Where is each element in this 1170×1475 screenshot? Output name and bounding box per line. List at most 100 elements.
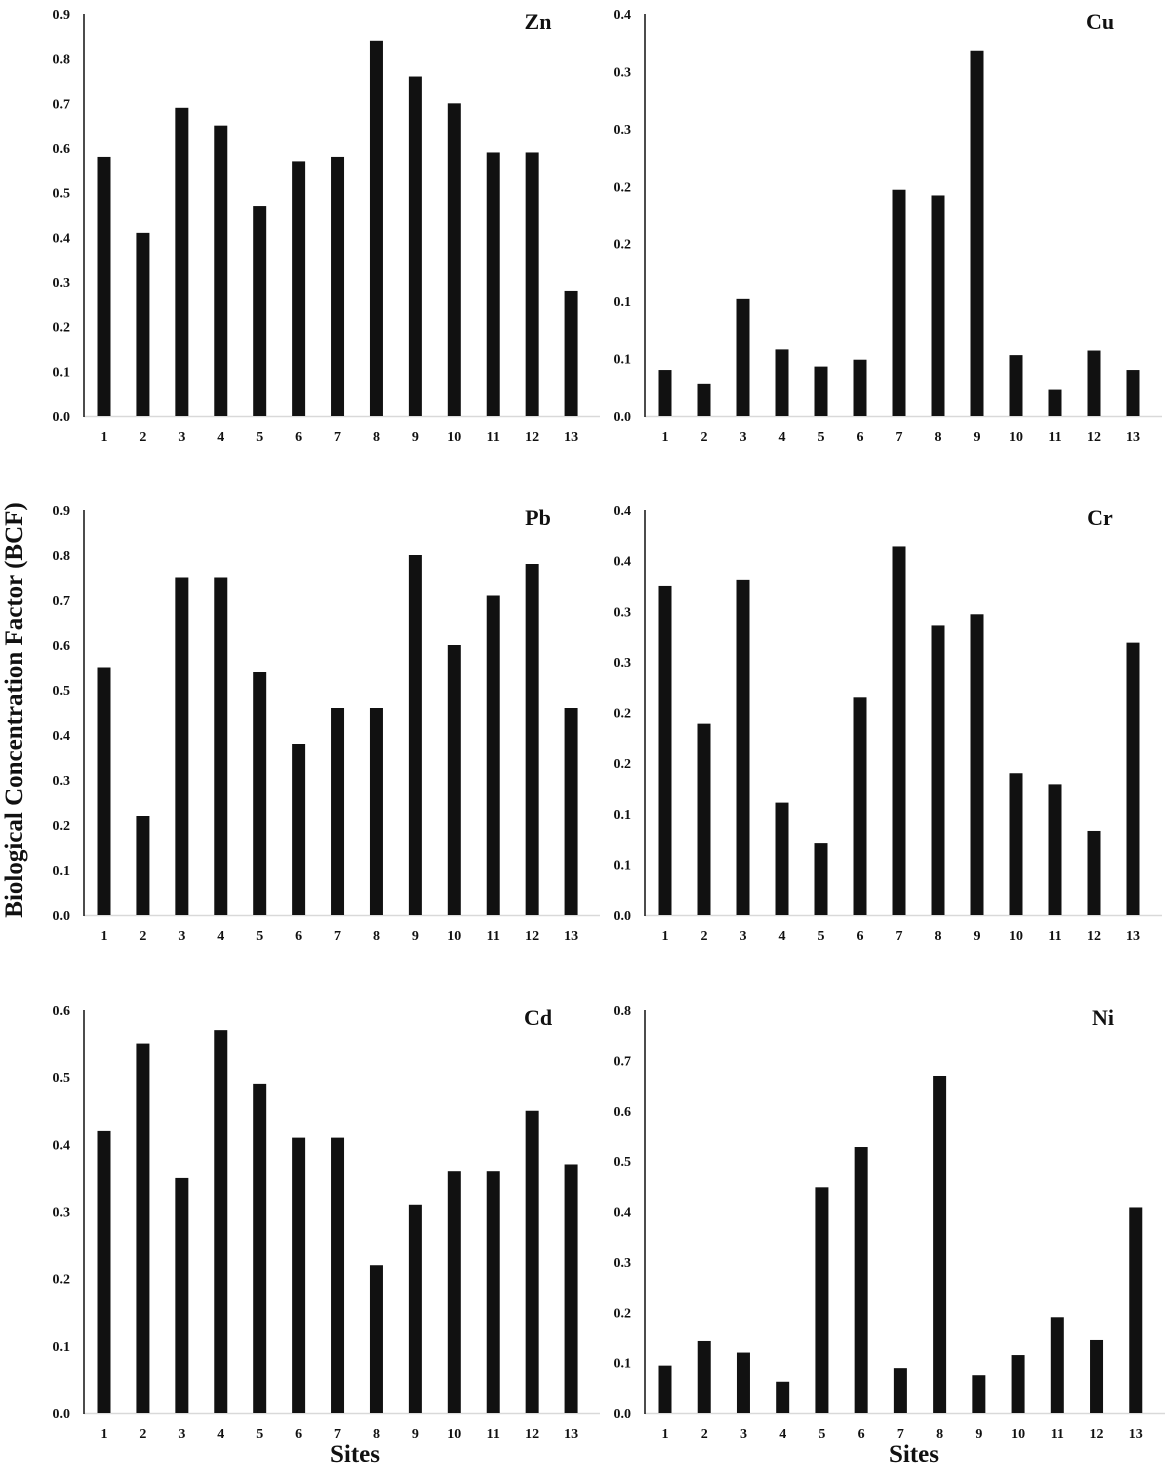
y-tick-label: 0.6 [53,639,71,654]
x-tick-label: 10 [1009,430,1023,445]
x-tick-label: 4 [779,1427,786,1442]
y-tick-label: 0.7 [53,594,71,609]
bar-site-4 [775,802,789,915]
y-tick-label: 0.1 [614,858,632,873]
bar-site-7 [893,1368,907,1413]
bar-site-11 [1048,389,1062,416]
y-tick-label: 0.4 [53,1138,71,1153]
x-tick-label: 12 [1087,929,1101,944]
chart-ni: 0.00.10.20.30.40.50.60.70.81 2 3 4 5 6 7 8 9 10 11… [614,1004,1165,1442]
y-tick-label: 0.2 [53,819,71,834]
y-tick-label: 0.2 [53,1273,71,1288]
bar-site-4 [214,125,228,417]
bar-site-10 [1011,1355,1025,1413]
y-tick-label: 0.5 [53,1071,71,1086]
x-tick-label: 13 [1129,1427,1143,1442]
chart-title: Pb [525,505,551,530]
x-tick-label: 13 [564,430,578,445]
bar-site-10 [1009,355,1023,416]
bar-site-1 [658,1365,672,1413]
x-tick-label: 7 [896,929,903,944]
y-tick-label: 0.1 [53,365,71,380]
bar-site-2 [136,1043,150,1413]
bar-site-6 [853,359,867,416]
y-tick-label: 0.1 [614,808,632,823]
x-tick-label: 11 [487,929,500,944]
y-tick-label: 0.8 [614,1004,632,1019]
x-tick-label: 6 [295,1427,302,1442]
x-tick-label: 2 [139,1427,146,1442]
y-tick-label: 0.9 [53,504,71,519]
x-tick-label: 10 [1009,929,1023,944]
bar-site-8 [369,708,383,915]
x-tick-label: 3 [178,430,185,445]
chart-zn: 0.00.10.20.30.40.50.60.70.80.91 2 3 4 5 6 7 8 9 1… [53,8,600,445]
x-tick-label: 12 [1087,430,1101,445]
y-tick-label: 0.3 [614,605,632,620]
bar-site-8 [369,1265,383,1413]
bar-site-2 [697,723,711,915]
y-axis-label-text: Biological Concentration Factor (BCF) [1,502,28,918]
x-tick-label: 6 [857,929,864,944]
y-tick-label: 0.1 [614,1357,632,1372]
x-tick-label: 7 [334,430,341,445]
x-tick-label: 4 [217,430,224,445]
bar-site-5 [253,672,267,915]
bar-site-9 [970,50,984,417]
bar-site-3 [736,579,750,915]
y-tick-label: 0.2 [614,180,632,195]
bar-site-10 [1009,773,1023,915]
bar-site-2 [136,232,150,416]
y-tick-label: 0.4 [614,555,632,570]
y-tick-label: 0.3 [53,276,71,291]
y-tick-label: 0.0 [53,909,71,924]
y-tick-label: 0.8 [53,53,71,68]
x-tick-label: 1 [101,929,108,944]
x-tick-label: 8 [373,1427,380,1442]
x-tick-label: 12 [525,929,539,944]
bar-site-5 [253,1083,267,1413]
x-tick-label: 6 [858,1427,865,1442]
x-tick-label: 11 [1048,929,1061,944]
bar-site-9 [408,1204,422,1413]
x-axis-label-left: Sites [330,1441,380,1468]
x-tick-label: 9 [412,1427,419,1442]
x-tick-label: 5 [818,1427,825,1442]
bar-site-8 [369,40,383,417]
bar-site-10 [447,1171,461,1413]
x-tick-label: 3 [178,1427,185,1442]
y-tick-label: 0.0 [53,1407,71,1422]
y-tick-label: 0.3 [614,123,632,138]
x-tick-label: 8 [373,929,380,944]
bar-site-9 [970,614,984,915]
y-axis-label: Biological Concentration Factor (BCF) [0,470,30,950]
bar-site-5 [814,366,828,416]
x-tick-label: 9 [975,1427,982,1442]
chart-cu: 0.00.10.10.20.20.30.30.41 2 3 4 5 6 7 8 9 10 11 12 1… [614,8,1162,445]
x-tick-label: 8 [373,430,380,445]
bar-site-11 [1048,784,1062,915]
x-tick-label: 6 [857,430,864,445]
x-tick-label: 6 [295,430,302,445]
bar-site-4 [214,577,228,915]
x-tick-label: 10 [447,929,461,944]
chart-title: Cr [1087,505,1113,530]
bar-site-8 [933,1075,947,1413]
bar-site-5 [253,206,267,416]
x-tick-label: 4 [217,929,224,944]
x-tick-label: 4 [217,1427,224,1442]
x-tick-label: 1 [101,430,108,445]
x-tick-label: 5 [818,929,825,944]
y-tick-label: 0.9 [53,8,71,23]
bar-site-12 [1087,830,1101,915]
x-tick-label: 5 [256,929,263,944]
chart-title: Zn [525,9,552,34]
bar-site-7 [331,1137,345,1413]
y-tick-label: 0.7 [614,1054,632,1069]
x-tick-label: 12 [1090,1427,1104,1442]
y-tick-label: 0.3 [614,656,632,671]
y-tick-label: 0.5 [614,1155,632,1170]
bar-site-12 [525,152,539,416]
x-tick-label: 1 [662,1427,669,1442]
